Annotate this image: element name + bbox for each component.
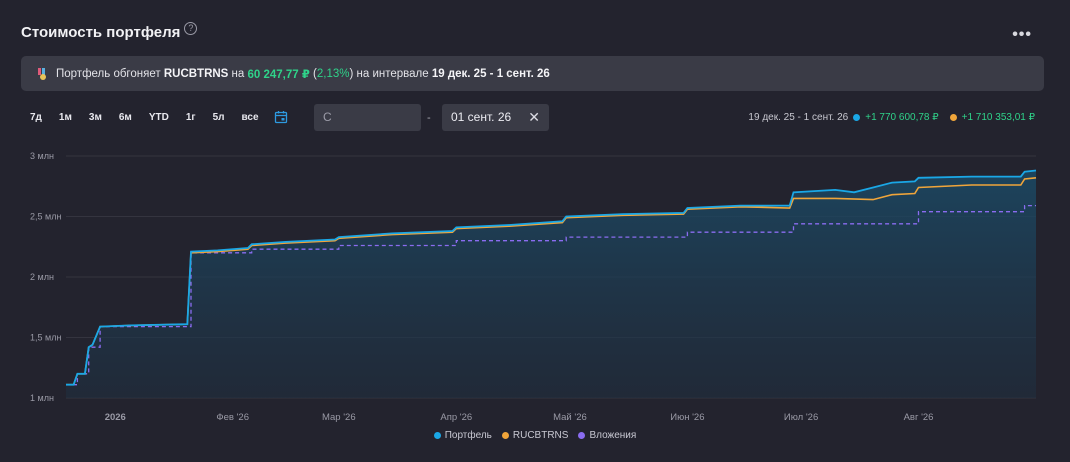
page-title: Стоимость портфеля ? — [21, 22, 198, 41]
legend-item-investments[interactable]: Вложения — [578, 430, 636, 441]
period-all[interactable]: все — [241, 112, 259, 123]
x-tick-label: Мар '26 — [322, 412, 356, 423]
x-tick-label: Апр '26 — [440, 412, 472, 423]
banner-amount: 60 247,77 ₽ — [247, 68, 310, 81]
legend-dot-investments — [578, 432, 586, 439]
period-3m[interactable]: 3м — [88, 112, 102, 123]
legend-item-portfolio[interactable]: Портфель — [433, 430, 492, 441]
legend-item-benchmark[interactable]: RUCBTRNS — [501, 430, 569, 441]
y-tick-label: 2,5 млн — [30, 212, 61, 222]
chart-legend: Портфель RUCBTRNS Вложения — [0, 430, 1070, 441]
x-tick-label: 2026 — [105, 412, 126, 423]
period-1m[interactable]: 1м — [58, 112, 72, 123]
date-to-value: 01 сент. 26 — [451, 110, 512, 124]
y-tick-label: 2 млн — [30, 272, 54, 282]
benchmark-dot — [949, 114, 957, 121]
gain-summary: 19 дек. 25 - 1 сент. 26 +1 770 600,78 ₽ … — [748, 112, 1035, 123]
portfolio-dot — [853, 114, 861, 121]
calendar-icon[interactable] — [274, 110, 288, 124]
y-tick-label: 3 млн — [30, 151, 54, 161]
date-from-input[interactable]: С — [314, 104, 421, 131]
series-line-portfolio — [66, 169, 1037, 386]
banner-interval: 19 дек. 25 - 1 сент. 26 — [431, 67, 550, 80]
x-tick-label: Фев '26 — [216, 412, 249, 423]
date-to-input[interactable]: 01 сент. 26 ✕ — [442, 104, 549, 131]
banner-text-2: на — [228, 67, 248, 80]
legend-label-benchmark: RUCBTRNS — [512, 430, 569, 441]
portfolio-area — [66, 170, 1036, 398]
x-tick-label: Авг '26 — [904, 412, 934, 423]
legend-dot-benchmark — [501, 432, 509, 439]
summary-interval: 19 дек. 25 - 1 сент. 26 — [748, 112, 849, 123]
benchmark-gain: +1 710 353,01 ₽ — [961, 112, 1035, 123]
title-text: Стоимость портфеля — [21, 24, 181, 41]
period-7d[interactable]: 7д — [30, 112, 42, 123]
banner-text-1: Портфель обгоняет — [56, 67, 164, 80]
legend-dot-portfolio — [433, 432, 441, 439]
y-tick-label: 1 млн — [30, 393, 54, 403]
x-tick-label: Май '26 — [553, 412, 587, 423]
legend-label-investments: Вложения — [589, 430, 637, 441]
banner-benchmark: RUCBTRNS — [163, 67, 229, 80]
period-5y[interactable]: 5л — [212, 112, 225, 123]
banner-percent: 2,13% — [316, 67, 350, 80]
x-tick-label: Июл '26 — [784, 412, 818, 423]
y-tick-label: 1,5 млн — [30, 333, 61, 343]
question-circle-icon[interactable]: ? — [184, 22, 198, 35]
period-1y[interactable]: 1г — [185, 112, 196, 123]
banner-text-4: ) на интервале — [349, 67, 432, 80]
period-ytd[interactable]: YTD — [148, 112, 169, 123]
more-dots-icon[interactable]: ••• — [1012, 26, 1032, 43]
banner-text-3: ( — [309, 67, 317, 80]
performance-banner: Портфель обгоняет RUCBTRNS на 60 247,77 … — [21, 56, 1044, 91]
series-line-investments — [66, 204, 1036, 386]
close-icon[interactable]: ✕ — [528, 109, 540, 125]
legend-label-portfolio: Портфель — [444, 430, 492, 441]
date-separator: - — [427, 112, 431, 124]
period-6m[interactable]: 6м — [118, 112, 132, 123]
medal-ribbon-icon — [38, 67, 46, 80]
period-selector: 7д 1м 3м 6м YTD 1г 5л все — [30, 112, 276, 123]
portfolio-gain: +1 770 600,78 ₽ — [865, 112, 939, 123]
x-tick-label: Июн '26 — [670, 412, 704, 423]
portfolio-chart: 1 млн 1,5 млн 2 млн 2,5 млн 3 млн 2026 Фев '26… — [30, 151, 1037, 423]
